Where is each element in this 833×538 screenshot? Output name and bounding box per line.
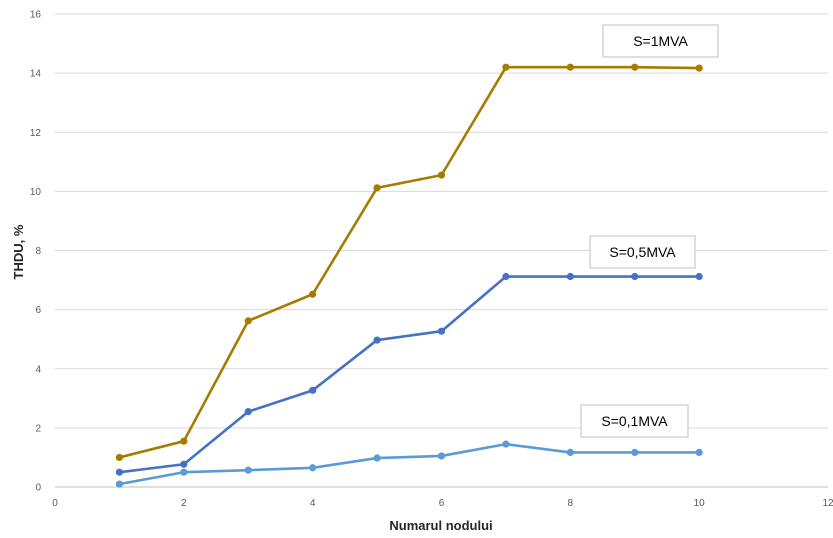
data-point xyxy=(309,386,317,394)
y-axis-ticks: 0 2 4 6 8 10 12 14 16 xyxy=(30,10,42,494)
series-2 xyxy=(115,272,703,476)
x-tick-label: 12 xyxy=(822,498,833,509)
data-point xyxy=(309,290,317,298)
data-point xyxy=(502,440,510,448)
y-tick-label: 6 xyxy=(35,305,41,316)
callout-label: S=0,5MVA xyxy=(609,244,676,260)
series-callout: S=0,5MVA xyxy=(589,235,696,269)
callout-label: S=1MVA xyxy=(633,33,688,49)
data-point xyxy=(115,480,124,488)
y-tick-label: 8 xyxy=(35,246,41,257)
y-tick-label: 14 xyxy=(30,69,42,80)
series-callouts: S=1MVA S=0,5MVA S=0,1MVA xyxy=(580,24,719,438)
data-point xyxy=(631,272,639,281)
data-point xyxy=(502,272,510,281)
data-point xyxy=(631,448,639,457)
x-tick-label: 4 xyxy=(310,498,316,509)
data-point xyxy=(180,460,188,468)
data-point xyxy=(695,448,703,457)
y-tick-label: 4 xyxy=(35,364,41,375)
data-point xyxy=(502,63,510,71)
y-tick-label: 0 xyxy=(35,483,41,494)
data-point xyxy=(437,452,446,460)
callout-box xyxy=(580,404,689,438)
data-point xyxy=(244,317,252,325)
x-tick-label: 2 xyxy=(181,498,187,509)
series-3 xyxy=(115,440,703,488)
data-point xyxy=(437,327,446,335)
callout-box xyxy=(602,24,719,58)
data-point xyxy=(695,272,703,281)
data-point xyxy=(695,64,703,72)
series-layer xyxy=(115,63,703,488)
data-point xyxy=(180,468,188,476)
x-axis-title: Numarul nodului xyxy=(389,518,492,533)
gridlines xyxy=(55,13,828,488)
y-tick-label: 10 xyxy=(30,187,42,198)
data-point xyxy=(631,63,639,71)
data-point xyxy=(180,437,188,445)
callout-box xyxy=(589,235,696,269)
series-line xyxy=(118,65,701,459)
x-axis: 0 2 4 6 8 10 12 xyxy=(52,498,833,509)
y-axis-title: THDU, % xyxy=(11,224,26,279)
y-tick-label: 12 xyxy=(30,128,42,139)
data-point xyxy=(244,408,252,416)
series-callout: S=1MVA xyxy=(602,24,719,58)
data-point xyxy=(115,453,124,462)
data-point xyxy=(373,454,381,462)
data-point xyxy=(244,466,252,474)
data-point xyxy=(115,468,124,476)
x-tick-label: 6 xyxy=(439,498,445,509)
series-line xyxy=(118,442,701,486)
data-point xyxy=(566,63,574,71)
data-point xyxy=(373,184,381,192)
x-tick-label: 8 xyxy=(568,498,574,509)
data-point xyxy=(437,171,446,179)
x-tick-label: 10 xyxy=(694,498,706,509)
y-tick-label: 2 xyxy=(35,423,41,434)
series-callout: S=0,1MVA xyxy=(580,404,689,438)
y-tick-label: 16 xyxy=(30,10,42,21)
series-line xyxy=(118,275,701,474)
data-point xyxy=(566,272,574,281)
data-point xyxy=(309,464,317,472)
data-point xyxy=(566,448,574,457)
x-tick-label: 0 xyxy=(52,498,58,509)
callout-label: S=0,1MVA xyxy=(601,413,668,429)
series-1 xyxy=(115,63,703,462)
data-point xyxy=(373,336,381,344)
